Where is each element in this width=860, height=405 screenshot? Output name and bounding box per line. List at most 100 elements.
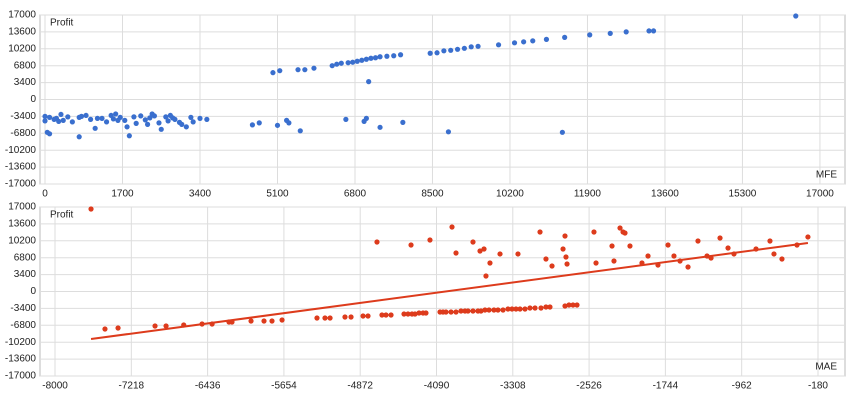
point xyxy=(559,129,565,135)
point xyxy=(491,307,497,313)
point xyxy=(408,242,414,248)
point xyxy=(449,224,455,230)
point xyxy=(468,44,474,50)
point xyxy=(500,307,506,313)
point xyxy=(527,305,533,311)
point xyxy=(359,57,365,63)
point xyxy=(322,315,328,321)
point xyxy=(607,30,613,36)
point xyxy=(138,113,144,119)
point xyxy=(158,126,164,132)
y-tick-label: 10200 xyxy=(8,235,36,246)
point xyxy=(465,308,471,314)
point xyxy=(384,53,390,59)
point xyxy=(368,55,374,61)
point xyxy=(165,118,171,124)
x-tick-label: -2526 xyxy=(576,381,602,392)
point xyxy=(377,54,383,60)
point xyxy=(115,325,121,331)
point xyxy=(805,234,811,240)
point xyxy=(522,306,528,312)
y-tick-label: -10200 xyxy=(5,337,37,348)
point xyxy=(627,243,633,249)
point xyxy=(416,310,422,316)
point xyxy=(87,116,94,122)
point xyxy=(497,251,503,257)
point xyxy=(560,246,566,252)
point xyxy=(286,120,292,126)
point xyxy=(197,115,203,121)
point xyxy=(513,306,519,312)
point xyxy=(453,309,459,315)
point xyxy=(587,32,593,38)
x-tick-label: -6436 xyxy=(195,381,221,392)
point xyxy=(793,13,799,19)
point xyxy=(142,117,148,123)
point xyxy=(124,124,130,130)
point xyxy=(532,305,538,311)
point xyxy=(329,63,335,69)
point xyxy=(461,45,467,51)
point xyxy=(593,260,599,266)
y-tick-label: -13600 xyxy=(5,354,37,365)
point xyxy=(256,120,262,126)
y-tick-label: 6800 xyxy=(14,252,37,263)
point xyxy=(42,113,48,119)
point xyxy=(354,58,360,64)
point xyxy=(470,308,476,314)
x-tick-label: 11900 xyxy=(574,189,602,200)
point xyxy=(156,120,162,126)
point xyxy=(188,114,194,120)
point xyxy=(133,120,139,126)
point xyxy=(562,34,568,40)
y-tick-label: 0 xyxy=(30,94,36,105)
point xyxy=(249,122,256,128)
y-tick-label: -6800 xyxy=(10,128,36,139)
point xyxy=(379,312,385,318)
point xyxy=(151,113,158,119)
point xyxy=(76,134,82,140)
point xyxy=(538,305,544,311)
point xyxy=(543,256,549,262)
point xyxy=(487,260,493,266)
point xyxy=(521,39,527,45)
point xyxy=(695,238,701,244)
y-tick-label: -17000 xyxy=(5,179,37,190)
point xyxy=(163,114,169,120)
x-tick-label: -5654 xyxy=(271,381,297,392)
x-tick-label: 13600 xyxy=(651,189,679,200)
point xyxy=(482,307,488,313)
point xyxy=(427,237,433,243)
point xyxy=(270,70,276,76)
point xyxy=(611,258,617,264)
x-tick-label: 3400 xyxy=(189,189,212,200)
point xyxy=(183,124,189,130)
x-tick-label: 10200 xyxy=(496,189,524,200)
trend-line xyxy=(90,241,809,341)
point xyxy=(110,116,116,122)
point xyxy=(495,42,502,48)
y-tick-label: -3400 xyxy=(10,303,36,314)
point xyxy=(295,67,301,73)
point xyxy=(374,239,380,245)
point xyxy=(511,40,518,46)
point xyxy=(269,318,275,324)
y-tick-label: -13600 xyxy=(5,162,37,173)
point xyxy=(365,313,371,319)
point xyxy=(92,125,98,131)
point xyxy=(412,311,418,317)
point xyxy=(623,29,629,35)
point xyxy=(562,233,568,239)
point xyxy=(622,230,628,236)
point xyxy=(725,245,731,251)
point xyxy=(717,235,723,241)
point xyxy=(94,115,101,121)
point xyxy=(65,114,71,120)
point xyxy=(297,128,303,134)
point xyxy=(478,308,484,314)
point xyxy=(617,225,623,231)
point xyxy=(574,302,580,308)
x-axis-label: MAE xyxy=(815,362,837,373)
point xyxy=(401,311,407,317)
point xyxy=(277,68,283,74)
